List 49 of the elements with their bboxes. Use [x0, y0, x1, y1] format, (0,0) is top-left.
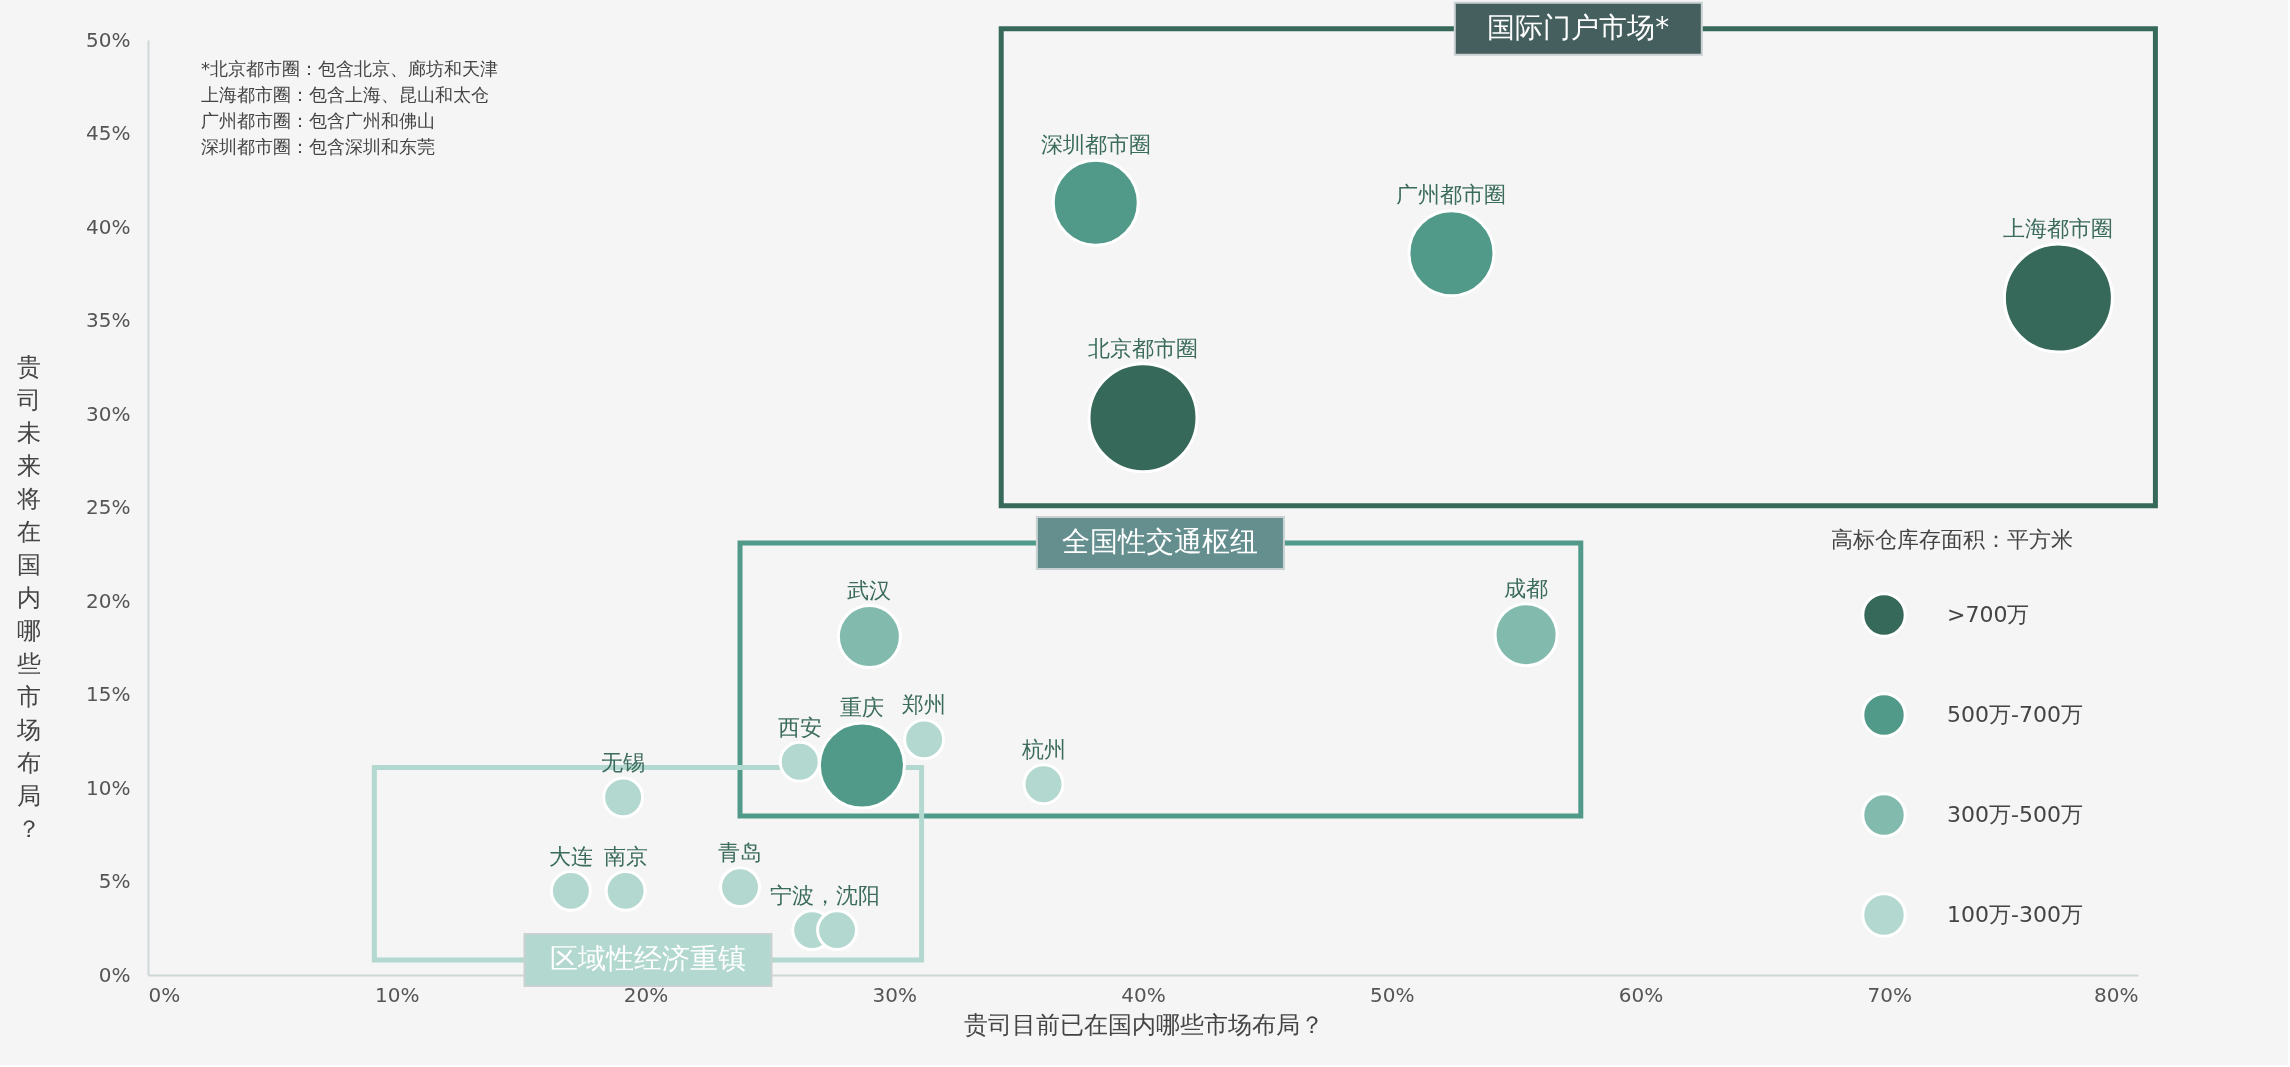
legend-title: 高标仓库存面积：平方米: [1831, 527, 2073, 552]
x-tick-label: 80%: [2094, 982, 2139, 1007]
annotation: 宁波，沈阳: [769, 883, 880, 909]
legend-label: 500万-700万: [1947, 702, 2083, 727]
annotation: 广州都市圈：包含广州和佛山: [201, 110, 435, 131]
y-tick-label: 50%: [86, 27, 131, 52]
x-tick-label: 40%: [1121, 982, 1166, 1007]
y-tick-label: 5%: [98, 869, 131, 893]
x-axis-title: 贵司目前已在国内哪些市场布局？: [963, 1010, 1324, 1039]
x-tick-label: 70%: [1867, 982, 1912, 1007]
annotation: 成都: [1504, 575, 1549, 601]
x-tick-label: 10%: [375, 982, 420, 1007]
annotation: 郑州: [902, 692, 947, 718]
annotation: 全国性交通枢纽: [1062, 525, 1259, 559]
annotation: 杭州: [1020, 737, 1066, 763]
y-tick-label: 10%: [86, 775, 131, 800]
annotation: *北京都市圈：包含北京、廊坊和天津: [201, 58, 498, 79]
x-tick-label: 20%: [623, 982, 669, 1007]
x-tick-label: 30%: [872, 982, 917, 1007]
annotation: 南京: [603, 843, 648, 869]
y-tick-label: 20%: [86, 588, 131, 613]
annotation: 北京都市圈: [1088, 335, 1198, 361]
y-tick-label: 25%: [86, 495, 131, 519]
annotation: 西安: [777, 714, 822, 740]
y-tick-label: 45%: [86, 121, 131, 145]
text: 贵司未来将在国内哪些市场布局？: [16, 352, 41, 843]
legend-label: 300万-500万: [1947, 802, 2083, 827]
annotation: 广州都市圈: [1396, 182, 1507, 208]
annotation: 无锡: [601, 750, 646, 776]
x-tick-label: 0%: [148, 982, 181, 1007]
legend-label: >700万: [1947, 602, 2030, 627]
annotation: 大连: [548, 843, 593, 869]
annotation: 上海都市圈：包含上海、昆山和太仓: [201, 84, 489, 105]
annotation: 青岛: [718, 840, 763, 866]
y-tick-label: 35%: [86, 308, 131, 332]
y-tick-label: 15%: [86, 682, 131, 706]
legend-label: 100万-300万: [1947, 902, 2083, 927]
annotation: 武汉: [847, 577, 892, 603]
x-tick-label: 50%: [1370, 982, 1415, 1007]
annotation: 重庆: [839, 694, 884, 720]
annotation: 区域性经济重镇: [549, 942, 746, 976]
y-tick-label: 0%: [98, 962, 131, 987]
y-tick-label: 30%: [86, 401, 131, 426]
annotation: 深圳都市圈：包含深圳和东莞: [201, 136, 435, 157]
y-tick-label: 40%: [86, 214, 131, 239]
x-tick-label: 60%: [1618, 982, 1664, 1007]
annotation: 深圳都市圈: [1040, 131, 1151, 157]
annotation: 国际门户市场*: [1487, 10, 1670, 44]
annotation: 上海都市圈: [2003, 216, 2114, 242]
